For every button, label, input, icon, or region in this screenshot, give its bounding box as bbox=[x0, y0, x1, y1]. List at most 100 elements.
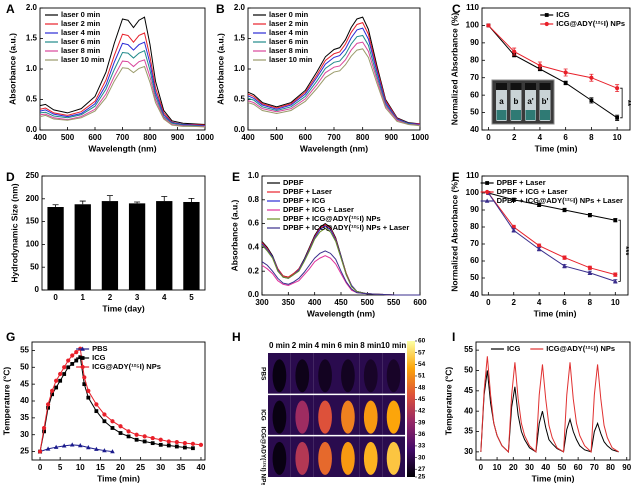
point bbox=[70, 353, 75, 358]
y-tick-label: 30 bbox=[20, 430, 29, 439]
vial-liquid bbox=[496, 110, 507, 120]
x-tick-label: 800 bbox=[356, 133, 370, 142]
x-tick-label: 25 bbox=[136, 463, 145, 472]
x-tick-label: 10 bbox=[611, 298, 620, 307]
point bbox=[94, 446, 99, 451]
error-bar bbox=[106, 195, 113, 202]
x-tick-label: 4 bbox=[162, 293, 167, 302]
series-line bbox=[247, 48, 421, 127]
thermal-spot bbox=[386, 441, 401, 475]
x-axis-title: Time (min) bbox=[534, 308, 577, 318]
point bbox=[86, 395, 91, 400]
point bbox=[70, 362, 75, 366]
plot-frame bbox=[481, 7, 631, 131]
x-tick-label: 20 bbox=[116, 463, 125, 472]
y-tick-label: 110 bbox=[466, 171, 479, 180]
x-axis-title: Time (min) bbox=[532, 473, 575, 483]
y-axis-title: Temperature (°C) bbox=[443, 367, 453, 436]
legend-label: laser 8 min bbox=[61, 46, 101, 55]
y-tick-label: 0.8 bbox=[248, 195, 260, 204]
y-tick-label: 30 bbox=[464, 447, 473, 456]
y-tick-label: 150 bbox=[26, 217, 40, 226]
point bbox=[190, 441, 196, 446]
legend-label: laser 6 min bbox=[61, 37, 101, 46]
x-tick-label: 300 bbox=[255, 298, 269, 307]
series-line bbox=[488, 25, 618, 89]
legend-label: DPBF + Laser bbox=[283, 187, 332, 196]
point bbox=[86, 388, 91, 393]
series-line bbox=[487, 192, 616, 276]
y-axis-title: Normalized Absorbance (%) bbox=[449, 179, 459, 292]
series-line bbox=[480, 370, 619, 453]
x-tick-label: 40 bbox=[541, 463, 550, 472]
legend-label: ICG@ADY(¹²⁵I) NPs bbox=[556, 19, 625, 28]
point bbox=[134, 432, 139, 437]
x-tick-label: 4 bbox=[538, 133, 543, 142]
thermal-spot bbox=[295, 359, 310, 393]
x-tick-label: 5 bbox=[189, 293, 194, 302]
y-tick-label: 90 bbox=[470, 38, 479, 47]
x-axis-title: Time (min) bbox=[535, 143, 578, 153]
point bbox=[110, 419, 115, 424]
significance-bracket bbox=[620, 87, 623, 119]
point bbox=[563, 81, 568, 85]
y-tick-label: 80 bbox=[470, 222, 479, 231]
point bbox=[58, 378, 63, 383]
x-tick-label: 30 bbox=[156, 463, 165, 472]
vial-liquid bbox=[540, 110, 550, 120]
x-tick-label: 350 bbox=[282, 298, 296, 307]
column-label: 4 min bbox=[315, 341, 336, 350]
point bbox=[158, 437, 163, 442]
thermal-spot bbox=[272, 441, 287, 475]
point bbox=[102, 419, 107, 424]
x-tick-label: 1 bbox=[81, 293, 86, 302]
bar bbox=[183, 201, 200, 290]
panel-letter: D bbox=[6, 170, 15, 184]
panel-letter: F bbox=[452, 170, 459, 184]
x-tick-label: 0 bbox=[53, 293, 58, 302]
x-tick-label: 700 bbox=[327, 133, 341, 142]
point bbox=[118, 431, 123, 435]
y-tick-label: 200 bbox=[26, 194, 40, 203]
point bbox=[587, 270, 593, 275]
series-line bbox=[247, 27, 421, 126]
vial-cap bbox=[525, 83, 536, 90]
x-axis-title: Wavelength (nm) bbox=[307, 308, 375, 318]
legend-label: DPBF + ICG + Laser bbox=[497, 187, 568, 196]
point bbox=[615, 86, 620, 91]
legend-label: DPBF + ICG@ADY(¹²⁵I) NPs + Laser bbox=[283, 223, 409, 232]
legend-marker bbox=[485, 189, 490, 195]
point bbox=[102, 448, 107, 453]
thermal-spot bbox=[341, 359, 355, 393]
point bbox=[150, 441, 155, 446]
y-tick-label: 0.0 bbox=[26, 125, 38, 134]
x-tick-label: 6 bbox=[563, 133, 568, 142]
row-label: ICG bbox=[259, 409, 266, 421]
x-tick-label: 35 bbox=[176, 463, 185, 472]
inset-label: a' bbox=[527, 97, 533, 106]
point bbox=[74, 350, 79, 355]
series-line bbox=[480, 356, 619, 453]
point bbox=[102, 412, 107, 417]
column-label: 0 min bbox=[269, 341, 290, 350]
point bbox=[537, 63, 543, 68]
point bbox=[69, 442, 75, 447]
point bbox=[45, 446, 51, 451]
point bbox=[536, 246, 542, 251]
legend-label: laser 0 min bbox=[269, 10, 309, 19]
colorbar-tick-label: 30 bbox=[418, 454, 426, 461]
legend-label: DPBF + ICG@ADY(¹²⁵I) NPs + Laser bbox=[497, 196, 623, 205]
colorbar-tick-label: 57 bbox=[418, 349, 426, 356]
point bbox=[562, 255, 567, 260]
legend-marker bbox=[544, 13, 549, 17]
series-line bbox=[39, 16, 206, 126]
y-axis-title: Absorbance (a.u.) bbox=[7, 33, 17, 105]
point bbox=[613, 218, 618, 223]
point bbox=[50, 392, 55, 397]
point bbox=[86, 445, 91, 450]
legend-label: laser 4 min bbox=[61, 28, 101, 37]
series-line bbox=[488, 192, 616, 221]
x-tick-label: 40 bbox=[197, 463, 206, 472]
y-axis-title: Absorbance (a.u.) bbox=[215, 33, 225, 105]
